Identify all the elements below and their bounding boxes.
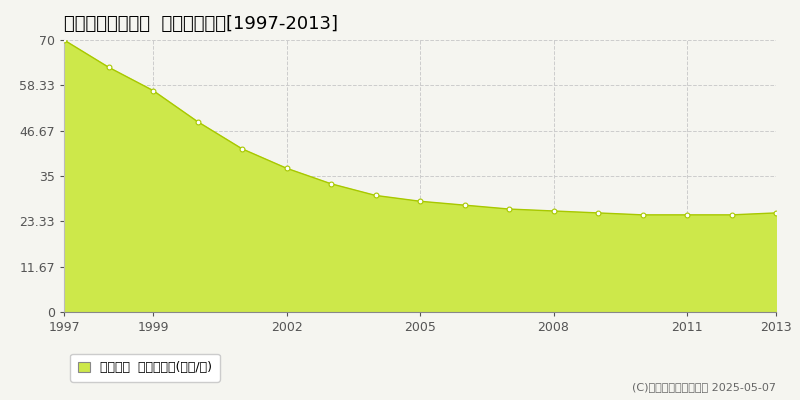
Point: [502, 206, 515, 212]
Point: [191, 118, 204, 125]
Point: [102, 64, 115, 70]
Point: [325, 180, 338, 187]
Point: [58, 37, 70, 43]
Text: (C)土地価格ドットコム 2025-05-07: (C)土地価格ドットコム 2025-05-07: [632, 382, 776, 392]
Point: [592, 210, 605, 216]
Point: [636, 212, 649, 218]
Point: [280, 165, 293, 172]
Point: [725, 212, 738, 218]
Point: [235, 146, 248, 152]
Point: [770, 210, 782, 216]
Legend: 基準地価  平均坪単価(万円/坪): 基準地価 平均坪単価(万円/坪): [70, 354, 220, 382]
Point: [547, 208, 560, 214]
Point: [369, 192, 382, 199]
Point: [146, 87, 159, 94]
Text: 各務原市那加本町  基準地価推移[1997-2013]: 各務原市那加本町 基準地価推移[1997-2013]: [64, 15, 338, 33]
Point: [414, 198, 426, 204]
Point: [681, 212, 694, 218]
Point: [458, 202, 471, 208]
